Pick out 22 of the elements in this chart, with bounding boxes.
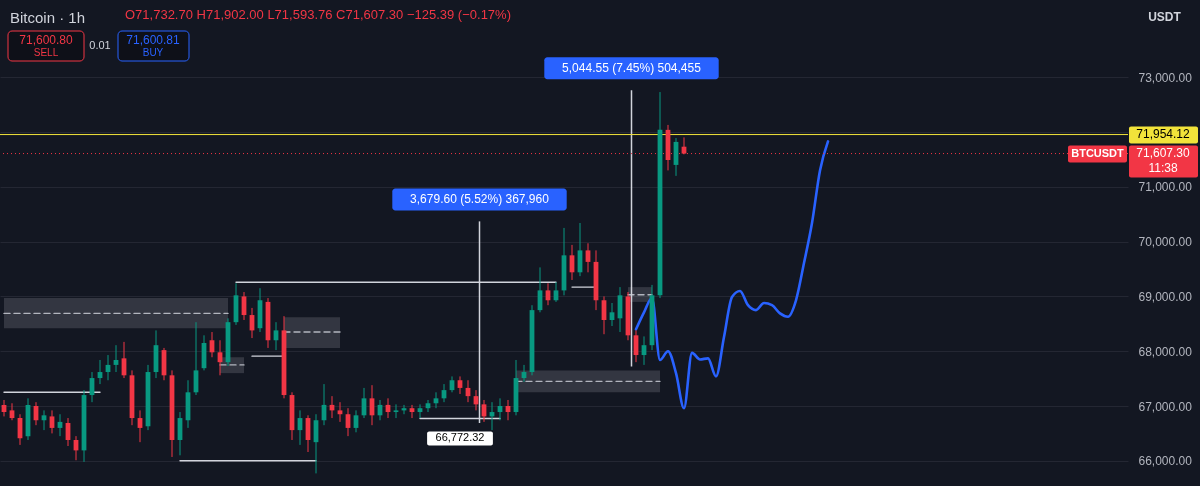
annotation: 71,600.80 (19, 33, 74, 47)
annotation: BTCUSDT (1071, 147, 1125, 160)
y-tick-label: 66,000.00 (1138, 454, 1193, 469)
annotation: BUY (142, 47, 164, 58)
annotation: SELL (33, 47, 59, 58)
y-tick-label: 69,000.00 (1138, 289, 1193, 304)
y-tick-label: 68,000.00 (1138, 344, 1193, 359)
data-label: 5,044.55 (7.45%) 504,455 (562, 61, 702, 76)
annotation: 71,600.81 (126, 33, 181, 47)
y-tick-label: 73,000.00 (1138, 70, 1193, 85)
text: Bitcoin · 1h (10, 9, 86, 26)
y-axis-title: USDT (1148, 9, 1182, 24)
candlestick (393, 403, 399, 419)
y-tick-label: 67,000.00 (1138, 399, 1193, 414)
annotation: 0.01 (89, 39, 111, 51)
data-label: 66,772.32 (435, 431, 485, 444)
y-tick-label: 71,000.00 (1138, 180, 1193, 195)
ref-line-label: 71,954.12 (1136, 126, 1191, 141)
y-tick-label: 70,000.00 (1138, 235, 1193, 250)
data-label: 3,679.60 (5.52%) 367,960 (410, 192, 550, 207)
ref-line-label: 71,607.30 11:38 (1136, 145, 1191, 175)
annotation: O71,732.70 H71,902.00 L71,593.76 C71,607.30 −125.39 (−0.17%) (125, 7, 511, 22)
